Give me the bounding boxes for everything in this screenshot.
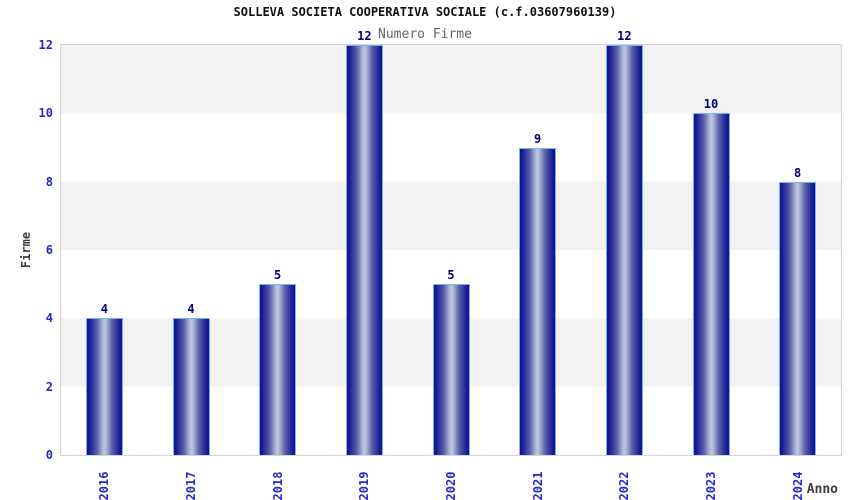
bar-value-label-2022: 12 <box>617 29 632 43</box>
bar-value-label-2020: 5 <box>447 268 455 283</box>
bar-value-label-2021: 9 <box>534 131 542 146</box>
y-tick-label-4: 4 <box>45 311 53 326</box>
y-tick-label-10: 10 <box>38 106 53 121</box>
bar-2020 <box>432 284 470 455</box>
bar-2016 <box>85 318 123 455</box>
plot-area: 4 4 5 12 5 9 12 10 8 <box>60 29 842 456</box>
x-tick-label-2024: 2024 <box>790 471 805 500</box>
bar-2018 <box>259 284 297 455</box>
bar-2023 <box>692 113 730 455</box>
bar-value-label-2019: 12 <box>357 29 372 43</box>
y-tick-label-12: 12 <box>38 38 53 52</box>
x-tick-label-2016: 2016 <box>97 471 112 500</box>
bar-2017 <box>172 318 210 455</box>
x-axis-title: Anno <box>806 482 838 497</box>
chart-subtitle: Numero Firme <box>378 27 472 42</box>
bar-2019 <box>345 45 383 455</box>
y-tick-label-2: 2 <box>45 379 53 394</box>
bar-2024 <box>779 181 817 455</box>
bar-value-label-2016: 4 <box>100 302 108 317</box>
y-tick-label-6: 6 <box>45 243 53 257</box>
x-tick-label-2018: 2018 <box>270 471 285 500</box>
bar-value-label-2017: 4 <box>187 302 195 317</box>
bar-value-label-2023: 10 <box>703 97 719 112</box>
chart-title: SOLLEVA SOCIETA COOPERATIVA SOCIALE (c.f… <box>233 5 617 19</box>
y-tick-label-0: 0 <box>45 448 53 462</box>
x-tick-label-2019: 2019 <box>357 471 372 500</box>
x-tick-label-2021: 2021 <box>530 471 545 500</box>
bar-2022 <box>605 45 643 455</box>
y-tick-label-8: 8 <box>45 174 53 189</box>
x-tick-label-2022: 2022 <box>617 471 632 500</box>
x-tick-label-2017: 2017 <box>184 471 198 500</box>
bar-value-label-2018: 5 <box>274 268 282 283</box>
x-tick-label-2020: 2020 <box>444 471 458 500</box>
bar-value-label-2024: 8 <box>794 165 802 180</box>
x-tick-label-2023: 2023 <box>704 471 718 500</box>
bar-2021 <box>519 147 557 455</box>
